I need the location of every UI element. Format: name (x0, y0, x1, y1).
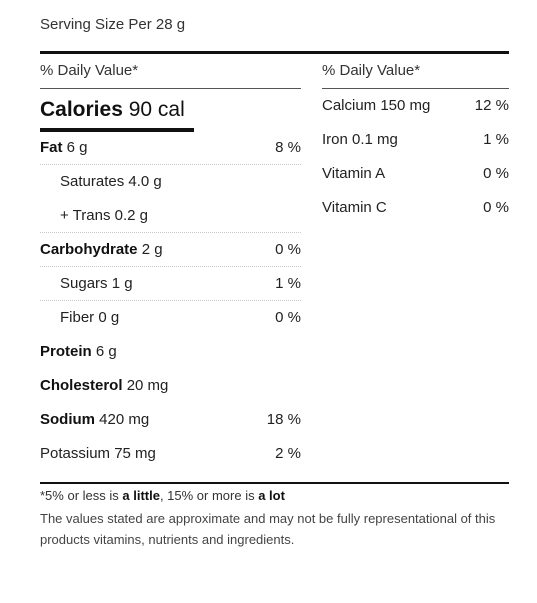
nutrient-row-fat: Fat 6 g 8 % (40, 131, 301, 165)
nutrient-label: Sodium (40, 411, 95, 428)
nutrient-percent: 1 % (275, 275, 301, 292)
vitamin-label: Vitamin A (322, 165, 386, 182)
nutrient-percent: 0 % (275, 309, 301, 326)
nutrient-row-sugars: Sugars 1 g 1 % (40, 267, 301, 301)
nutrient-percent: 18 % (266, 411, 301, 428)
nutrient-row-saturates: Saturates 4.0 g (40, 165, 301, 199)
daily-value-footnote: *5% or less is a little, 15% or more is … (40, 487, 509, 504)
nutrient-row-trans: + Trans 0.2 g (40, 199, 301, 233)
nutrient-amount: 420 mg (99, 411, 150, 428)
vitamin-percent: 0 % (483, 165, 509, 182)
nutrient-amount: 6 g (66, 139, 88, 156)
serving-size: Serving Size Per 28 g (40, 16, 186, 33)
bottom-rule (40, 482, 509, 484)
vitamin-percent: 0 % (483, 199, 509, 216)
nutrient-label: Cholesterol (40, 377, 123, 394)
vitamin-row-calcium: Calcium 150 mg 12 % (322, 89, 509, 123)
footnote-middle: , 15% or more is (159, 488, 259, 503)
vitamin-percent: 1 % (483, 131, 509, 148)
vitamin-row-vitamin-c: Vitamin C 0 % (322, 191, 509, 225)
nutrient-row-fiber: Fiber 0 g 0 % (40, 301, 301, 335)
nutrient-percent: 8 % (275, 139, 301, 156)
nutrition-right-column: % Daily Value* Calcium 150 mg 12 % Iron … (322, 54, 509, 225)
calories-value: 90 cal (128, 98, 185, 121)
nutrient-percent: 2 % (275, 445, 301, 462)
footnote-prefix: *5% or less is (40, 488, 123, 503)
nutrient-label: Fat (40, 139, 63, 156)
nutrient-label: Protein (40, 343, 92, 360)
nutrient-amount: 20 mg (126, 377, 169, 394)
vitamin-row-vitamin-a: Vitamin A 0 % (322, 157, 509, 191)
nutrient-row-protein: Protein 6 g (40, 335, 301, 369)
calories-label: Calories (40, 98, 123, 121)
nutrient-label: Sugars 1 g (60, 275, 133, 292)
nutrient-row-cholesterol: Cholesterol 20 mg (40, 369, 301, 403)
calories-text: Calories 90 cal (40, 97, 185, 123)
top-rule (40, 51, 509, 54)
calories-block: Calories 90 cal (40, 89, 301, 132)
nutrient-row-carbohydrate: Carbohydrate 2 g 0 % (40, 233, 301, 267)
nutrient-label: Carbohydrate (40, 241, 138, 258)
footnote-lot: a lot (258, 488, 285, 503)
calories-underline (40, 128, 194, 132)
vitamin-label: Calcium 150 mg (322, 97, 431, 114)
vitamin-label: Iron 0.1 mg (322, 131, 398, 148)
vitamin-label: Vitamin C (322, 199, 387, 216)
nutrient-label: + Trans 0.2 g (60, 207, 148, 224)
nutrient-row-potassium: Potassium 75 mg 2 % (40, 437, 301, 471)
nutrient-percent: 0 % (275, 241, 301, 258)
daily-value-header: % Daily Value* (40, 54, 301, 89)
nutrient-amount: 6 g (95, 343, 117, 360)
nutrient-label: Potassium 75 mg (40, 445, 156, 462)
daily-value-header: % Daily Value* (322, 54, 509, 89)
disclaimer-text: The values stated are approximate and ma… (40, 511, 496, 547)
nutrient-amount: 2 g (141, 241, 163, 258)
nutrient-label: Saturates 4.0 g (60, 173, 162, 190)
footnote-little: a little (122, 488, 160, 503)
vitamin-row-iron: Iron 0.1 mg 1 % (322, 123, 509, 157)
nutrient-label: Fiber 0 g (60, 309, 120, 326)
nutrition-left-column: % Daily Value* Calories 90 cal Fat 6 g 8… (40, 54, 301, 471)
nutrient-row-sodium: Sodium 420 mg 18 % (40, 403, 301, 437)
vitamin-percent: 12 % (474, 97, 509, 114)
